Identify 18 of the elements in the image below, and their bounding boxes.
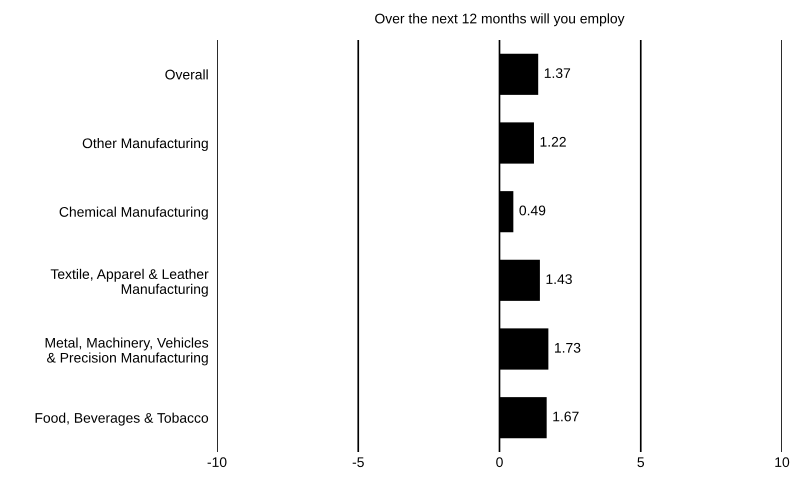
data-label: 0.49 [519, 206, 546, 216]
x-tick-label: -10 [208, 457, 226, 468]
data-label: 1.73 [554, 342, 580, 353]
chart-title: Over the next 12 months will you employ [375, 13, 625, 26]
data-label: 1.22 [540, 136, 566, 147]
x-tick-label: 0 [496, 457, 503, 468]
y-tick-label: Overall [165, 69, 208, 80]
y-tick-label: Food, Beverages & Tobacco [36, 412, 208, 426]
x-tick-label: -5 [352, 457, 364, 468]
y-tick-label: Chemical Manufacturing [60, 206, 208, 220]
y-tick-label: Textile, Apparel & Leather Manufacturing [50, 268, 208, 297]
data-label: 1.37 [544, 68, 570, 78]
data-label: 1.67 [553, 412, 579, 422]
y-tick-label: Other Manufacturing [82, 138, 208, 151]
data-label: 1.43 [546, 274, 572, 284]
y-tick-label: Metal, Machinery, Vehicles & Precision Manufacturing [46, 337, 208, 366]
x-tick-label: 5 [637, 457, 644, 468]
x-tick-label: 10 [775, 457, 790, 468]
